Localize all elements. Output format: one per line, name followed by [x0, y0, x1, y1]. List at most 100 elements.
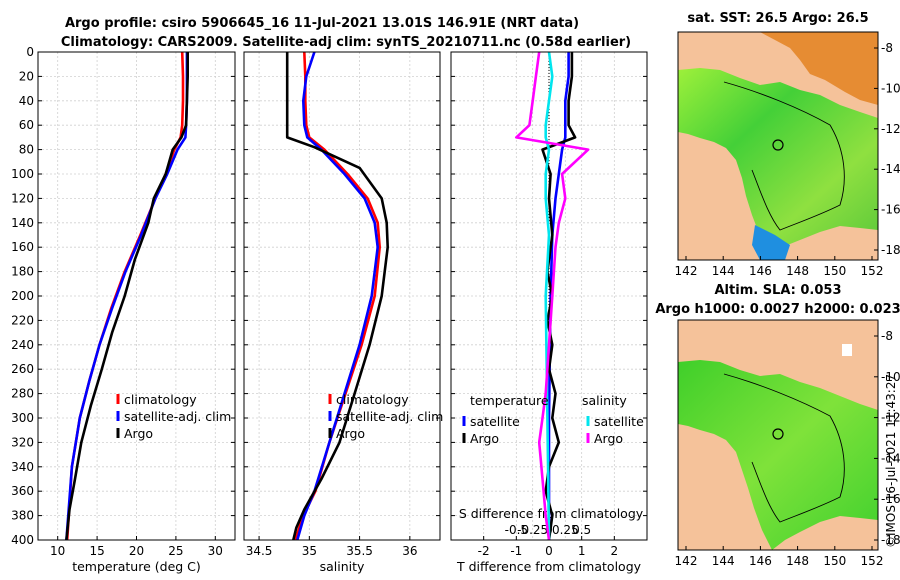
- map-ytick-label: -18: [881, 533, 900, 547]
- depth-tick-label: 0: [26, 45, 34, 59]
- map-xtick-label: 148: [786, 554, 809, 568]
- salinity-panel: 34.5 35 35.5 36 salinity climatology satellite…: [243, 51, 443, 574]
- t-legend-label: Argo: [470, 431, 499, 446]
- temperature-panel: 0 20 40 60 80 100 120 140 160 180 200 220 240 260 280 3…: [11, 45, 236, 574]
- sla-map-axes: 142 144 146 148 150 152 -8 -10 -12 -14 -16 -18: [675, 329, 900, 568]
- temperature-series-argo: [65, 52, 189, 541]
- map-ytick-label: -12: [881, 411, 900, 425]
- figure-title-line1: Argo profile: csiro 5906645_16 11-Jul-20…: [65, 16, 579, 31]
- salinity-xtick-label: 35: [302, 544, 317, 558]
- s-diff-tick-label: -0.5: [505, 523, 528, 537]
- depth-tick-label: 260: [11, 362, 34, 376]
- temperature-xtick-label: 30: [208, 544, 223, 558]
- map-xtick-label: 144: [712, 264, 735, 278]
- map-ytick-label: -16: [881, 492, 900, 506]
- salinity-series-satellite-adj-clim: [296, 51, 380, 541]
- salinity-series-argo: [285, 52, 390, 541]
- sla-map-argo-location: [772, 428, 784, 440]
- depth-tick-label: 180: [11, 265, 34, 279]
- differences-xtick-label: 0: [545, 544, 553, 558]
- depth-tick-label: 160: [11, 240, 34, 254]
- depth-tick-label: 380: [11, 509, 34, 523]
- sst-map-ocean: [678, 68, 878, 250]
- map-xtick-label: 142: [675, 264, 698, 278]
- differences-xtick-label: -1: [510, 544, 522, 558]
- sla-map-title-line2: Argo h1000: 0.0027 h2000: 0.023: [655, 302, 900, 317]
- temperature-xtick-label: 20: [129, 544, 144, 558]
- sst-map-isobath: [723, 81, 845, 231]
- depth-tick-label: 340: [11, 460, 34, 474]
- depth-tick-label: 220: [11, 313, 34, 327]
- differences-frame: [450, 51, 648, 541]
- depth-tick-label: 300: [11, 411, 34, 425]
- salinity-legend-label: satellite-adj. clim: [336, 409, 443, 424]
- map-xtick-label: 152: [861, 554, 884, 568]
- temperature-xtick-label: 25: [168, 544, 183, 558]
- map-xtick-label: 150: [823, 264, 846, 278]
- differences-series-s-argo: [514, 51, 590, 541]
- sla-map-isobath: [723, 373, 845, 523]
- salinity-xtick-label: 36: [402, 544, 417, 558]
- s-legend-title: salinity: [582, 393, 627, 408]
- sst-map-frame: [677, 31, 879, 261]
- sst-map-cold-corner: [752, 225, 790, 260]
- salinity-axis-label: salinity: [320, 559, 365, 574]
- depth-tick-label: 400: [11, 533, 34, 547]
- temperature-legend-label: satellite-adj. clim: [124, 409, 231, 424]
- imos-credit: ©IMOS 16-Jul-2021 11:43:27: [884, 374, 898, 548]
- map-xtick-label: 142: [675, 554, 698, 568]
- map-ytick-label: -8: [881, 41, 893, 55]
- sst-map-warm-pool: [760, 32, 878, 105]
- salinity-legend-label: Argo: [336, 426, 365, 441]
- map-xtick-label: 146: [749, 554, 772, 568]
- s-legend-label: satellite: [594, 414, 644, 429]
- salinity-frame: [243, 51, 441, 541]
- depth-tick-label: 60: [19, 118, 34, 132]
- depth-tick-label: 40: [19, 94, 34, 108]
- map-ytick-label: -10: [881, 81, 900, 95]
- map-ytick-label: -18: [881, 243, 900, 257]
- temperature-xtick-label: 15: [89, 544, 104, 558]
- differences-series-s-satellite: [544, 51, 554, 541]
- differences-xtick-label: 1: [578, 544, 586, 558]
- sla-map-missing-data: [842, 344, 852, 356]
- map-xtick-label: 144: [712, 554, 735, 568]
- map-ytick-label: -10: [881, 370, 900, 384]
- differences-xtick-label: 2: [611, 544, 619, 558]
- map-ytick-label: -12: [881, 122, 900, 136]
- map-xtick-label: 146: [749, 264, 772, 278]
- temperature-axis-label: temperature (deg C): [72, 559, 201, 574]
- t-legend-title: temperature: [470, 393, 549, 408]
- temperature-legend-label: climatology: [124, 392, 197, 407]
- t-legend-label: satellite: [470, 414, 520, 429]
- map-ytick-label: -8: [881, 329, 893, 343]
- sst-map-axes: 142 144 146 148 150 152 -8 -10 -12 -14 -16 -18: [675, 41, 900, 278]
- s-diff-tick-label: 0.5: [572, 523, 591, 537]
- depth-tick-label: 280: [11, 387, 34, 401]
- depth-tick-label: 140: [11, 216, 34, 230]
- differences-axis-label: T difference from climatology: [456, 559, 642, 574]
- depth-tick-label: 360: [11, 484, 34, 498]
- salinity-xtick-label: 35.5: [346, 544, 373, 558]
- sst-map-title: sat. SST: 26.5 Argo: 26.5: [687, 11, 868, 26]
- sst-map-argo-location: [772, 139, 784, 151]
- differences-xtick-label: -2: [478, 544, 490, 558]
- map-ytick-label: -14: [881, 162, 900, 176]
- depth-tick-label: 100: [11, 167, 34, 181]
- sst-map: [677, 31, 879, 261]
- salinity-legend-label: climatology: [336, 392, 409, 407]
- figure-title-line2: Climatology: CARS2009. Satellite-adj cli…: [61, 35, 631, 50]
- map-ytick-label: -14: [881, 451, 900, 465]
- temperature-xtick-label: 10: [50, 544, 65, 558]
- map-xtick-label: 150: [823, 554, 846, 568]
- s-legend-label: Argo: [594, 431, 623, 446]
- sla-map-title-line1: Altim. SLA: 0.053: [715, 283, 842, 298]
- salinity-xtick-label: 34.5: [246, 544, 273, 558]
- map-xtick-label: 148: [786, 264, 809, 278]
- sla-map-frame: [677, 319, 879, 551]
- s-diff-tick-label: 0.25: [552, 523, 579, 537]
- temperature-legend-label: Argo: [124, 426, 153, 441]
- map-xtick-label: 152: [861, 264, 884, 278]
